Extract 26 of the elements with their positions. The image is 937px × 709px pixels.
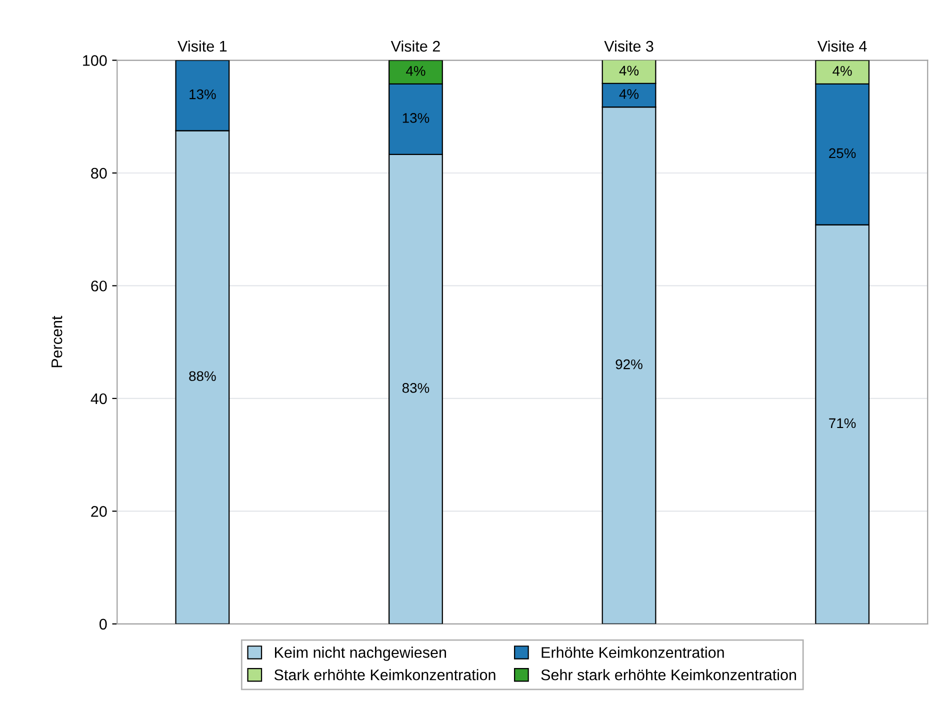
- data-label: 13%: [402, 113, 430, 123]
- y-tick-label: 0: [100, 618, 107, 630]
- legend-label: Erhöhte Keimkonzentration: [542, 646, 724, 658]
- legend-label: Sehr stark erhöhte Keimkonzentration: [541, 669, 796, 680]
- x-tick-label: Visite 4: [817, 40, 867, 52]
- data-label: 83%: [402, 383, 430, 393]
- data-label: 4%: [406, 66, 426, 76]
- data-label: 25%: [829, 148, 856, 158]
- legend-label: Stark erhöhte Keimkonzentration: [274, 669, 496, 680]
- data-label: 71%: [829, 418, 856, 428]
- data-label: 92%: [616, 359, 642, 370]
- y-tick-label: 60: [91, 280, 107, 292]
- x-tick-label: Visite 1: [178, 40, 227, 52]
- x-tick-label: Visite 2: [390, 40, 440, 52]
- y-tick-label: 80: [91, 168, 107, 179]
- data-label: 4%: [832, 66, 852, 76]
- data-label: 88%: [189, 371, 216, 382]
- data-label: 4%: [619, 89, 639, 99]
- x-tick-label: Visite 3: [604, 40, 654, 52]
- y-tick-label: 20: [91, 506, 107, 517]
- y-tick-label: 40: [90, 393, 107, 404]
- y-tick-label: 100: [83, 55, 107, 66]
- y-axis-title: Percent: [52, 316, 62, 368]
- data-label: 13%: [190, 89, 216, 100]
- legend-label: Keim nicht nachgewiesen: [275, 646, 446, 661]
- data-label: 4%: [619, 66, 639, 76]
